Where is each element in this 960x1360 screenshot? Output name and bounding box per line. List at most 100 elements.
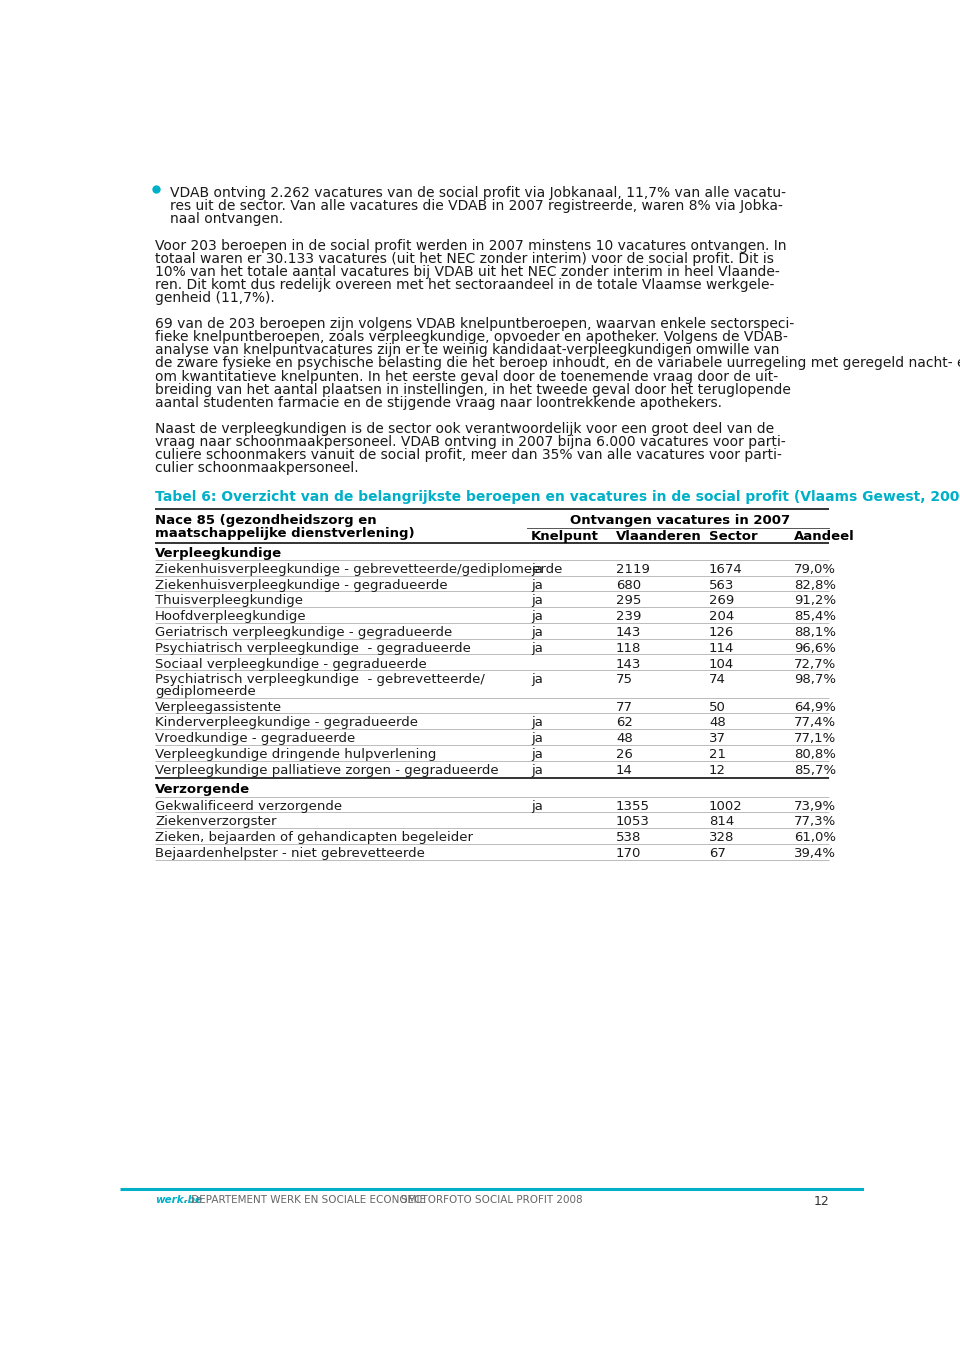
Text: res uit de sector. Van alle vacatures die VDAB in 2007 registreerde, waren 8% vi: res uit de sector. Van alle vacatures di…: [170, 200, 783, 214]
Text: Zieken, bejaarden of gehandicapten begeleider: Zieken, bejaarden of gehandicapten begel…: [155, 831, 473, 845]
Text: 814: 814: [709, 816, 734, 828]
Text: 114: 114: [709, 642, 734, 654]
Text: 26: 26: [616, 748, 633, 762]
Text: ja: ja: [531, 642, 542, 654]
Text: maatschappelijke dienstverlening): maatschappelijke dienstverlening): [155, 526, 415, 540]
Text: 72,7%: 72,7%: [794, 657, 836, 670]
Text: aantal studenten farmacie en de stijgende vraag naar loontrekkende apothekers.: aantal studenten farmacie en de stijgend…: [155, 396, 722, 409]
Text: 88,1%: 88,1%: [794, 626, 836, 639]
Text: 61,0%: 61,0%: [794, 831, 836, 845]
Text: om kwantitatieve knelpunten. In het eerste geval door de toenemende vraag door d: om kwantitatieve knelpunten. In het eers…: [155, 370, 778, 384]
Text: 91,2%: 91,2%: [794, 594, 836, 608]
Text: de zware fysieke en psychische belasting die het beroep inhoudt, en de variabele: de zware fysieke en psychische belasting…: [155, 356, 960, 370]
Text: 118: 118: [616, 642, 641, 654]
Text: 77,3%: 77,3%: [794, 816, 836, 828]
Text: 269: 269: [709, 594, 734, 608]
Text: Verpleegassistente: Verpleegassistente: [155, 700, 282, 714]
Text: 37: 37: [709, 732, 726, 745]
Text: Voor 203 beroepen in de social profit werden in 2007 minstens 10 vacatures ontva: Voor 203 beroepen in de social profit we…: [155, 238, 786, 253]
Text: ja: ja: [531, 764, 542, 777]
Text: 104: 104: [709, 657, 734, 670]
Text: vraag naar schoonmaakpersoneel. VDAB ontving in 2007 bijna 6.000 vacatures voor : vraag naar schoonmaakpersoneel. VDAB ont…: [155, 435, 785, 449]
Text: 74: 74: [709, 673, 726, 687]
Text: 50: 50: [709, 700, 726, 714]
Text: 75: 75: [616, 673, 633, 687]
Text: Thuisverpleegkundige: Thuisverpleegkundige: [155, 594, 302, 608]
Text: ja: ja: [531, 611, 542, 623]
Text: 1355: 1355: [616, 800, 650, 813]
Text: Ziekenverzorgster: Ziekenverzorgster: [155, 816, 276, 828]
Text: ja: ja: [531, 748, 542, 762]
Text: 328: 328: [709, 831, 734, 845]
Text: Kinderverpleegkundige - gegradueerde: Kinderverpleegkundige - gegradueerde: [155, 717, 418, 729]
Text: 1002: 1002: [709, 800, 743, 813]
Text: Verpleegkundige palliatieve zorgen - gegradueerde: Verpleegkundige palliatieve zorgen - geg…: [155, 764, 498, 777]
Text: 64,9%: 64,9%: [794, 700, 836, 714]
Text: Aandeel: Aandeel: [794, 529, 855, 543]
Text: Bejaardenhelpster - niet gebrevetteerde: Bejaardenhelpster - niet gebrevetteerde: [155, 847, 424, 860]
Text: Psychiatrisch verpleegkundige  - gebrevetteerde/: Psychiatrisch verpleegkundige - gebrevet…: [155, 673, 485, 687]
Text: 85,7%: 85,7%: [794, 764, 836, 777]
Text: 77,1%: 77,1%: [794, 732, 836, 745]
Text: - DEPARTEMENT WERK EN SOCIALE ECONOMIE: - DEPARTEMENT WERK EN SOCIALE ECONOMIE: [181, 1195, 426, 1205]
Text: 126: 126: [709, 626, 734, 639]
Text: 79,0%: 79,0%: [794, 563, 836, 575]
Text: 143: 143: [616, 657, 641, 670]
Text: ja: ja: [531, 673, 542, 687]
Text: Knelpunt: Knelpunt: [531, 529, 599, 543]
Text: VDAB ontving 2.262 vacatures van de social profit via Jobkanaal, 11,7% van alle : VDAB ontving 2.262 vacatures van de soci…: [170, 186, 786, 200]
Text: 82,8%: 82,8%: [794, 578, 836, 592]
Text: Psychiatrisch verpleegkundige  - gegradueerde: Psychiatrisch verpleegkundige - gegradue…: [155, 642, 470, 654]
Text: Verpleegkundige: Verpleegkundige: [155, 547, 282, 560]
Text: Geriatrisch verpleegkundige - gegradueerde: Geriatrisch verpleegkundige - gegradueer…: [155, 626, 452, 639]
Text: Verpleegkundige dringende hulpverlening: Verpleegkundige dringende hulpverlening: [155, 748, 436, 762]
Text: ja: ja: [531, 800, 542, 813]
Text: 1674: 1674: [709, 563, 743, 575]
Text: 21: 21: [709, 748, 726, 762]
Text: genheid (11,7%).: genheid (11,7%).: [155, 291, 275, 305]
Text: Naast de verpleegkundigen is de sector ook verantwoordelijk voor een groot deel : Naast de verpleegkundigen is de sector o…: [155, 422, 774, 437]
Text: 80,8%: 80,8%: [794, 748, 836, 762]
Text: 39,4%: 39,4%: [794, 847, 836, 860]
Text: ja: ja: [531, 594, 542, 608]
Text: 239: 239: [616, 611, 641, 623]
Text: 73,9%: 73,9%: [794, 800, 836, 813]
Text: 69 van de 203 beroepen zijn volgens VDAB knelpuntberoepen, waarvan enkele sector: 69 van de 203 beroepen zijn volgens VDAB…: [155, 317, 794, 332]
Text: Verzorgende: Verzorgende: [155, 783, 250, 797]
Text: 170: 170: [616, 847, 641, 860]
Text: 204: 204: [709, 611, 734, 623]
Text: Ziekenhuisverpleegkundige - gegradueerde: Ziekenhuisverpleegkundige - gegradueerde: [155, 578, 447, 592]
Text: gediplomeerde: gediplomeerde: [155, 685, 255, 698]
Text: ja: ja: [531, 732, 542, 745]
Text: 85,4%: 85,4%: [794, 611, 836, 623]
Text: fieke knelpuntberoepen, zoals verpleegkundige, opvoeder en apotheker. Volgens de: fieke knelpuntberoepen, zoals verpleegku…: [155, 330, 788, 344]
Text: 680: 680: [616, 578, 641, 592]
Text: culiere schoonmakers vanuit de social profit, meer dan 35% van alle vacatures vo: culiere schoonmakers vanuit de social pr…: [155, 447, 781, 462]
Text: Sociaal verpleegkundige - gegradueerde: Sociaal verpleegkundige - gegradueerde: [155, 657, 426, 670]
Text: 12: 12: [813, 1195, 829, 1208]
Text: Vroedkundige - gegradueerde: Vroedkundige - gegradueerde: [155, 732, 355, 745]
Text: 2119: 2119: [616, 563, 650, 575]
Text: 563: 563: [709, 578, 734, 592]
Text: Ontvangen vacatures in 2007: Ontvangen vacatures in 2007: [570, 514, 790, 526]
Text: Ziekenhuisverpleegkundige - gebrevetteerde/gediplomeerde: Ziekenhuisverpleegkundige - gebrevetteer…: [155, 563, 563, 575]
Text: 143: 143: [616, 626, 641, 639]
Text: ja: ja: [531, 717, 542, 729]
Text: 538: 538: [616, 831, 641, 845]
Text: Nace 85 (gezondheidszorg en: Nace 85 (gezondheidszorg en: [155, 514, 376, 526]
Text: naal ontvangen.: naal ontvangen.: [170, 212, 283, 227]
Text: 10% van het totale aantal vacatures bij VDAB uit het NEC zonder interim in heel : 10% van het totale aantal vacatures bij …: [155, 265, 780, 279]
Text: ja: ja: [531, 563, 542, 575]
Text: 48: 48: [616, 732, 633, 745]
Text: ja: ja: [531, 578, 542, 592]
Text: werk.be: werk.be: [155, 1195, 202, 1205]
Text: 98,7%: 98,7%: [794, 673, 836, 687]
Text: SECTORFOTO SOCIAL PROFIT 2008: SECTORFOTO SOCIAL PROFIT 2008: [401, 1195, 583, 1205]
Text: 62: 62: [616, 717, 633, 729]
Text: 77: 77: [616, 700, 633, 714]
Text: 12: 12: [709, 764, 726, 777]
Text: 14: 14: [616, 764, 633, 777]
Text: 48: 48: [709, 717, 726, 729]
Text: Hoofdverpleegkundige: Hoofdverpleegkundige: [155, 611, 306, 623]
Text: totaal waren er 30.133 vacatures (uit het NEC zonder interim) voor de social pro: totaal waren er 30.133 vacatures (uit he…: [155, 252, 774, 265]
